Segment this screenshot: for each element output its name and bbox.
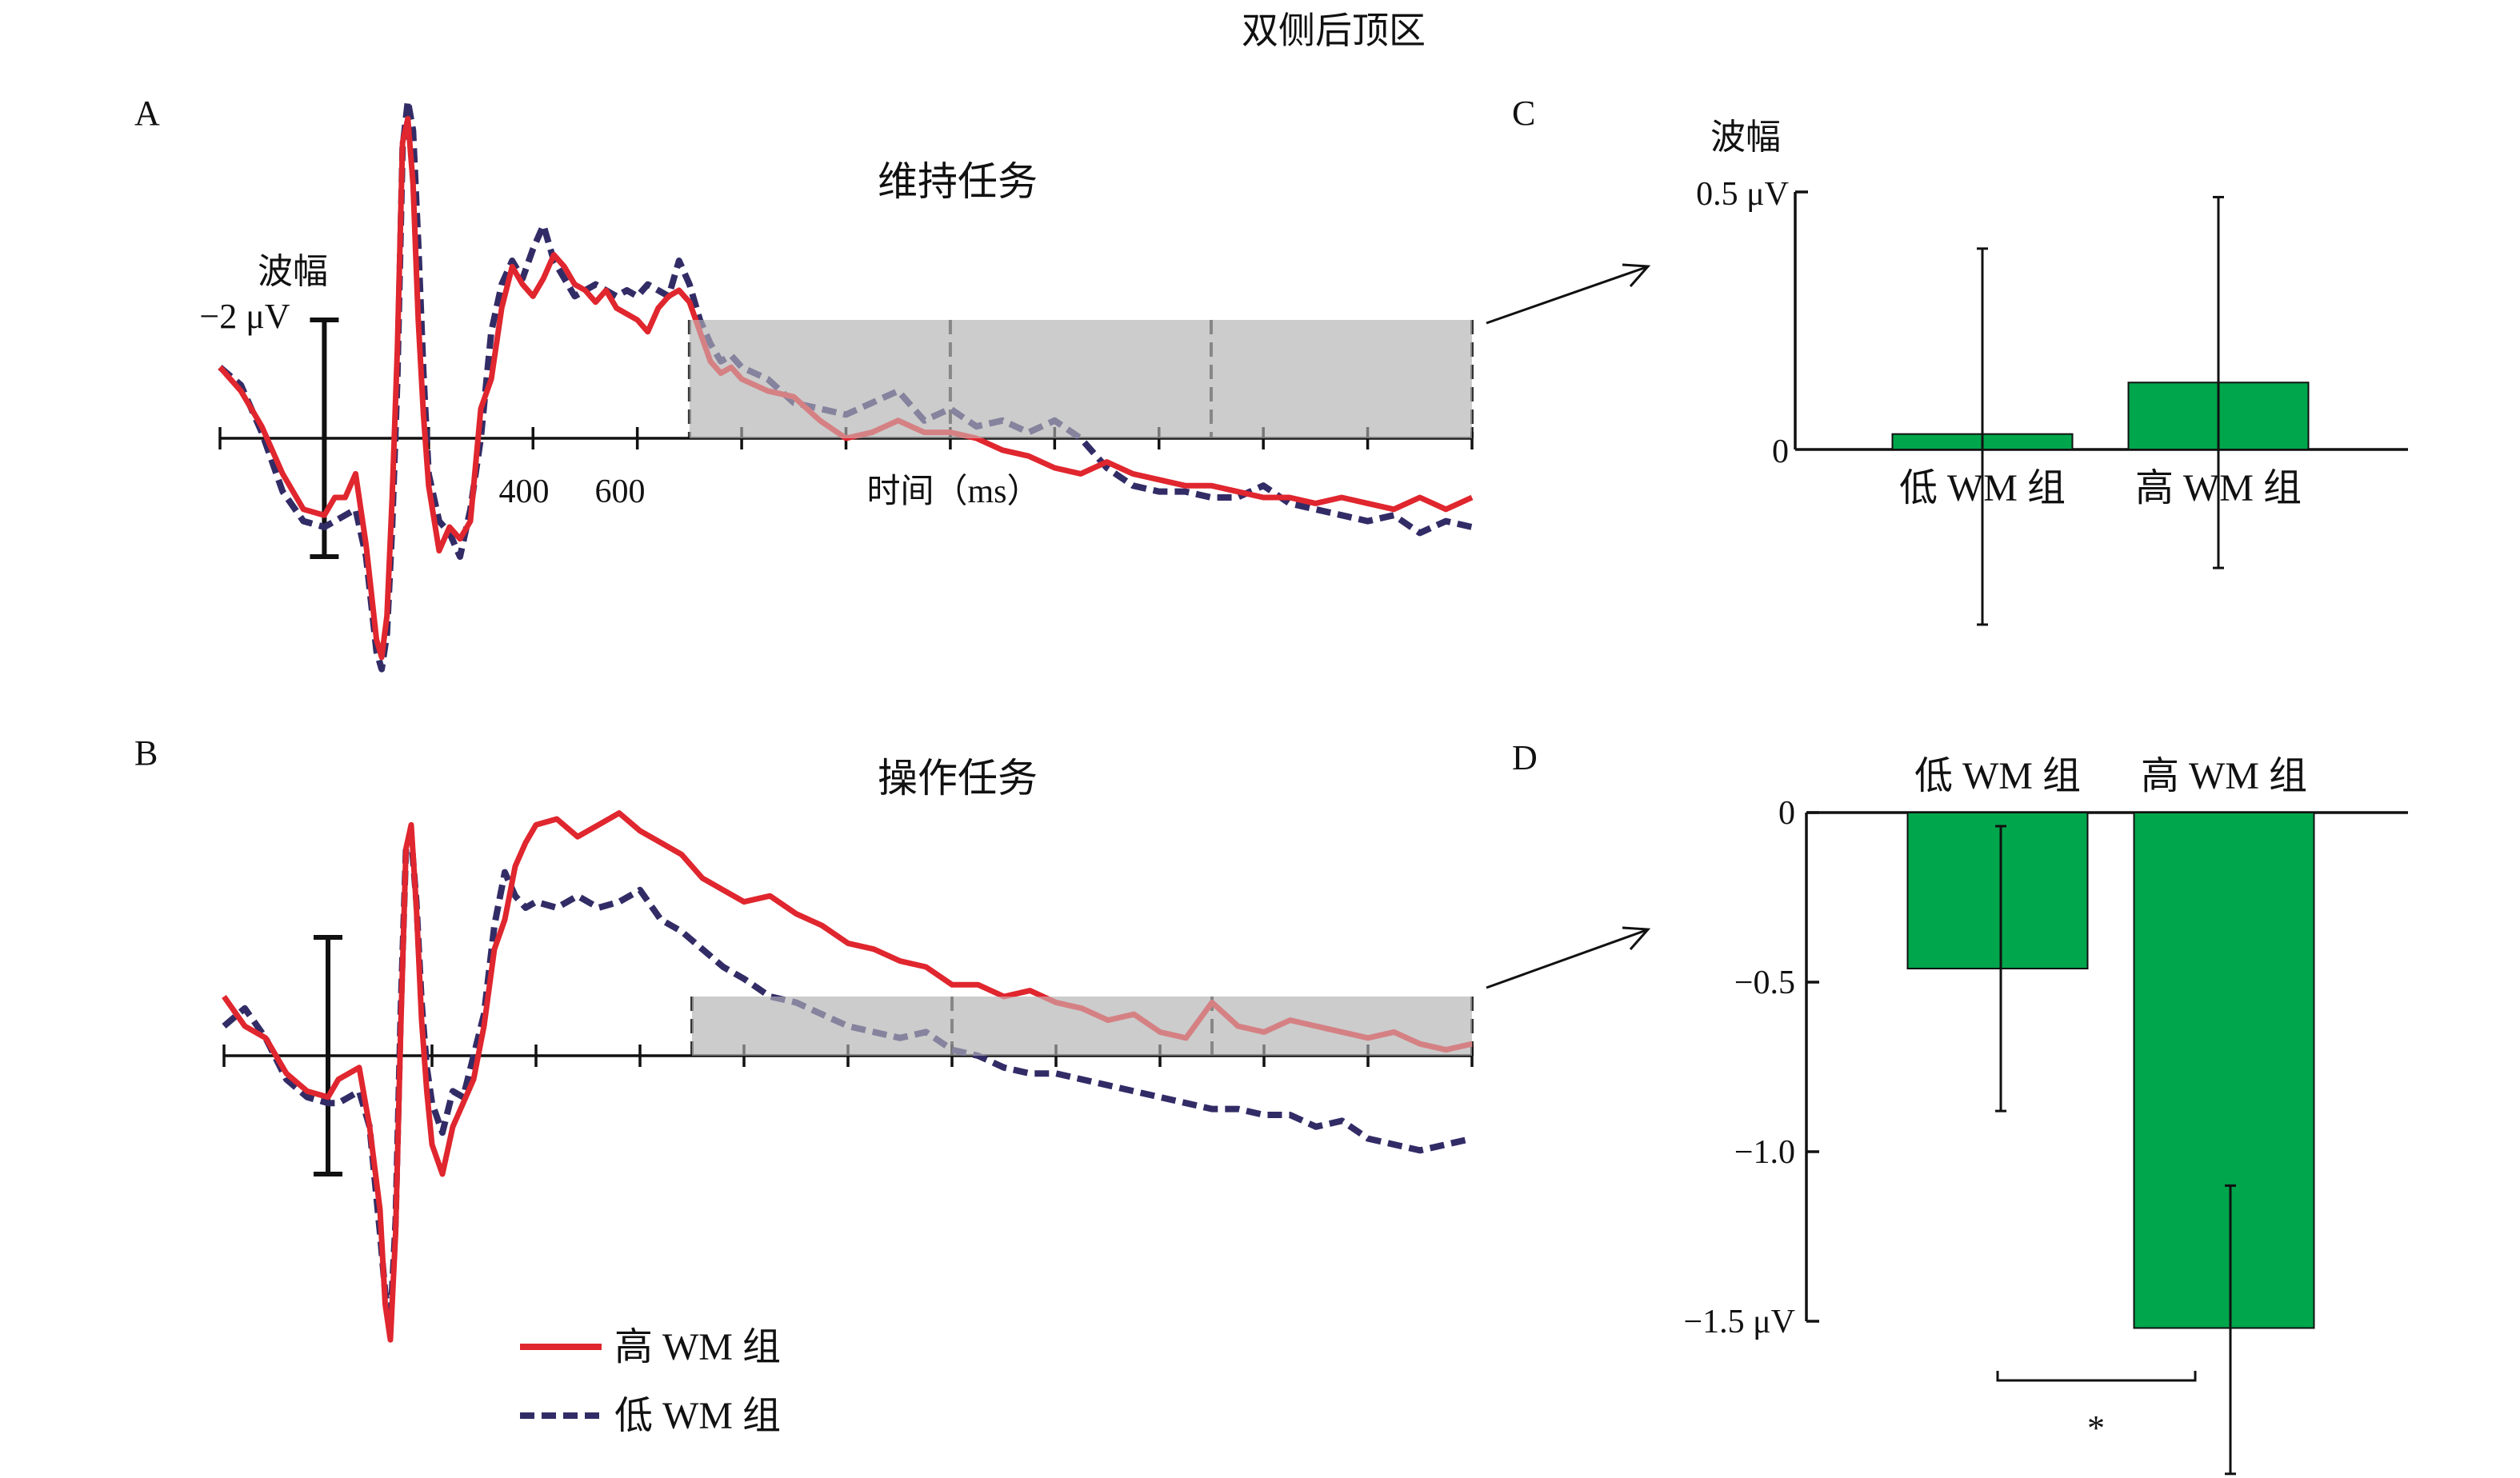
category-label-c-low: 低 WM 组: [1899, 467, 2066, 509]
panel-label-b: B: [134, 733, 158, 773]
bar-d-0: [1906, 812, 2089, 970]
arrow-head-a: [1622, 263, 1651, 287]
category-label-d-high: 高 WM 组: [2141, 755, 2307, 797]
analysis-window-overlay-b: [692, 997, 1472, 1056]
panel-c: C 波幅 0.5 μV 0 低 WM 组 高 WM 组: [1512, 94, 2408, 626]
y-tick-label-d-0: 0: [1778, 795, 1795, 832]
y-tick-label-d-2: −1.0: [1734, 1134, 1795, 1171]
panel-a: A 波幅 −2 μV 400 600 时间（ms） 维持任务: [134, 94, 1651, 673]
panel-label-d: D: [1512, 738, 1538, 777]
series-high-wm-a: [218, 115, 1474, 661]
y-tick-label-d-1: −0.5: [1734, 965, 1795, 1001]
analysis-window-overlay-a: [689, 320, 1472, 438]
series-high-wm-b: [222, 810, 1473, 1343]
category-label-c-high: 高 WM 组: [2135, 467, 2302, 509]
y-tick-label-c-zero: 0: [1772, 433, 1789, 470]
arrow-b-to-d: [1486, 929, 1647, 989]
tick-label-400: 400: [499, 473, 550, 510]
panel-label-c: C: [1512, 94, 1535, 133]
bars-c: [1891, 195, 2310, 626]
panel-label-a: A: [134, 94, 160, 133]
y-tick-label-d-3: −1.5 μV: [1683, 1304, 1795, 1340]
panel-b: B 操作任务: [134, 733, 1651, 1343]
series-low-wm-b: [222, 833, 1473, 1325]
x-axis-label-a: 时间（ms）: [866, 473, 1040, 510]
panel-d: D 低 WM 组 高 WM 组 0 −0.5 −1.0 −1.5 μV *: [1512, 738, 2408, 1476]
y-label-c: 波幅: [1710, 118, 1781, 157]
panel-title-b: 操作任务: [878, 756, 1038, 801]
figure-title: 双侧后顶区: [1242, 10, 1426, 51]
category-label-d-low: 低 WM 组: [1914, 755, 2081, 797]
legend-label-low: 低 WM 组: [614, 1395, 781, 1437]
tick-label-600: 600: [595, 473, 646, 510]
y-tick-label-c-top: 0.5 μV: [1696, 176, 1789, 213]
y-label-a: 波幅: [258, 252, 328, 291]
arrow-a-to-c: [1486, 266, 1647, 325]
legend-label-high: 高 WM 组: [614, 1326, 781, 1368]
bar-d-1: [2133, 812, 2315, 1329]
significance-marker: *: [2087, 1408, 2105, 1448]
arrow-head-b: [1622, 926, 1651, 950]
y-ticks-d: 0 −0.5 −1.0 −1.5 μV: [1683, 795, 1819, 1340]
bars-d: [1906, 812, 2315, 1476]
legend: 高 WM 组 低 WM 组: [520, 1326, 781, 1437]
y-scale-label-a: −2 μV: [199, 297, 290, 336]
panel-title-a: 维持任务: [878, 159, 1038, 204]
significance-bracket: [1996, 1371, 2197, 1382]
